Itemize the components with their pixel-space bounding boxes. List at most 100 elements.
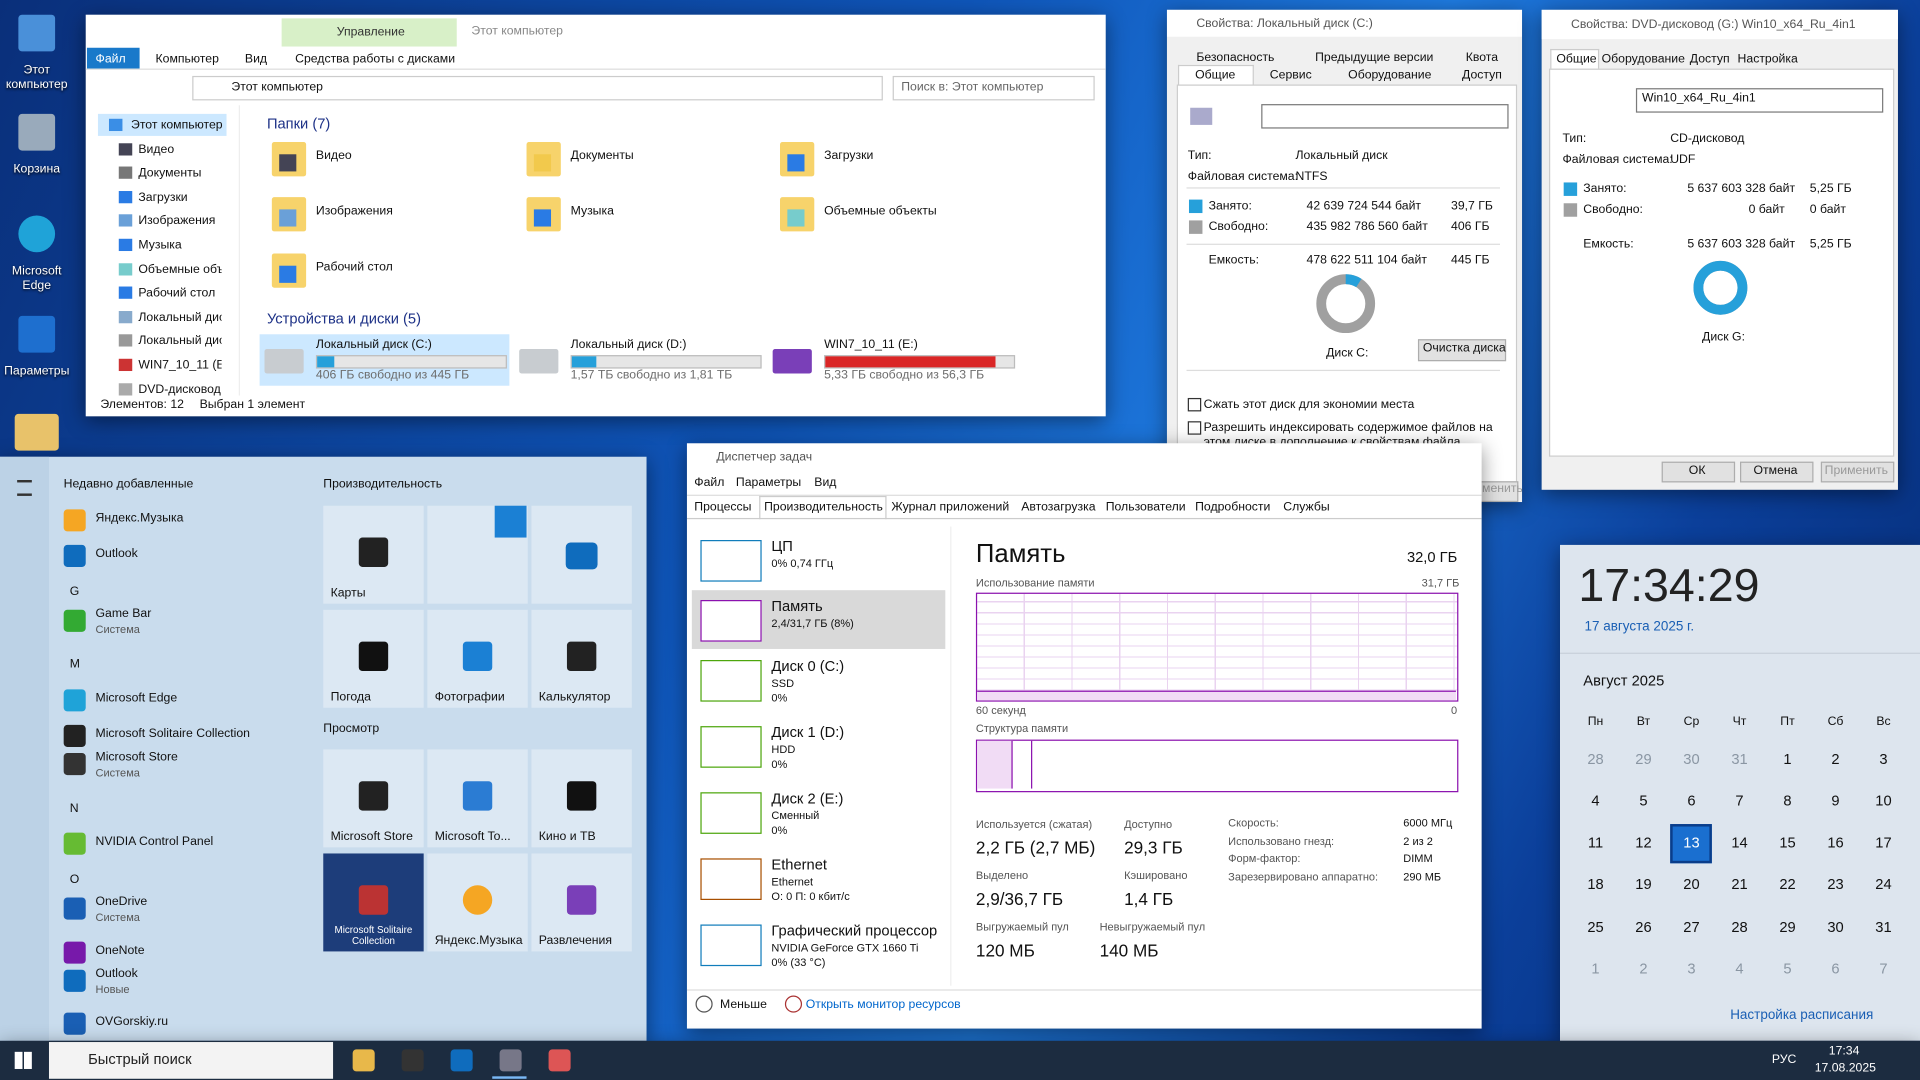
calendar-day[interactable]: 31	[1875, 918, 1892, 936]
menu-item[interactable]: Параметры	[735, 476, 802, 490]
resource-name[interactable]: Ethernet	[771, 855, 827, 874]
resource-name[interactable]: Память	[771, 597, 823, 615]
resource-name[interactable]: Графический процессор	[771, 922, 938, 940]
tile-label[interactable]: Microsoft To...	[434, 830, 511, 844]
tab[interactable]: Доступ	[1689, 52, 1730, 67]
tab[interactable]: Квота	[1465, 51, 1499, 65]
calendar-day[interactable]: 22	[1779, 875, 1796, 893]
tab[interactable]: Оборудование	[1601, 52, 1685, 67]
drive-name[interactable]: WIN7_10_11 (E:)	[824, 337, 918, 352]
tab[interactable]: Безопасность	[1196, 51, 1275, 65]
menu-item[interactable]: Вид	[814, 476, 837, 490]
cleanup-button[interactable]	[1417, 339, 1507, 362]
calendar-day[interactable]: 15	[1779, 833, 1796, 852]
tab[interactable]: Доступ	[1462, 68, 1502, 83]
calendar-day[interactable]: 29	[1635, 750, 1652, 768]
nav-item[interactable]: Объемные объекты	[138, 262, 221, 277]
folder-name[interactable]: Изображения	[315, 204, 393, 218]
calendar-day[interactable]: 2	[1639, 960, 1648, 978]
tab[interactable]: Общие	[1556, 52, 1597, 67]
tab[interactable]: Производительность	[764, 500, 883, 515]
calendar-day[interactable]: 4	[1735, 960, 1744, 978]
calendar-day[interactable]: 12	[1635, 833, 1652, 852]
ribbon-tab[interactable]: Компьютер	[155, 52, 219, 67]
app-name[interactable]: OneNote	[95, 944, 145, 958]
app-name[interactable]: OVGorskiy.ru	[95, 1015, 169, 1029]
folder-name[interactable]: Объемные объекты	[824, 204, 937, 218]
folder-name[interactable]: Рабочий стол	[315, 260, 393, 275]
tile-label[interactable]: Карты	[330, 586, 366, 601]
nav-item[interactable]: Этот компьютер	[131, 118, 223, 133]
app-name[interactable]: NVIDIA Control Panel	[95, 835, 214, 849]
input-language[interactable]: РУС	[1771, 1053, 1797, 1067]
calendar-day[interactable]: 3	[1687, 960, 1696, 978]
calendar-day[interactable]: 2	[1831, 750, 1840, 768]
calendar-day[interactable]: 17	[1875, 833, 1892, 852]
tile-label[interactable]: Фотографии	[434, 690, 505, 705]
calendar-day[interactable]: 28	[1587, 750, 1604, 768]
app-name[interactable]: Game Bar	[95, 607, 152, 621]
less-button[interactable]: Меньше	[720, 997, 767, 1012]
button-label[interactable]: ОК	[1688, 464, 1706, 478]
tile-label[interactable]: Погода	[330, 690, 371, 705]
calendar-day[interactable]: 16	[1827, 833, 1844, 852]
ribbon-tab[interactable]: Вид	[244, 52, 268, 67]
desktop-icon-label[interactable]: Microsoft Edge	[11, 264, 62, 293]
calendar-day[interactable]: 29	[1779, 918, 1796, 936]
schedule-link[interactable]: Настройка расписания	[1730, 1007, 1874, 1023]
calendar-day[interactable]: 23	[1827, 875, 1844, 893]
nav-item[interactable]: WIN7_10_11 (E:)	[138, 358, 221, 373]
calendar-day[interactable]: 31	[1731, 750, 1748, 768]
tab[interactable]: Журнал приложений	[891, 500, 1010, 515]
nav-item[interactable]: DVD-дисковод (G:)	[138, 382, 221, 397]
tab[interactable]: Настройка	[1737, 52, 1798, 67]
calendar-day[interactable]: 4	[1591, 792, 1600, 810]
ribbon-tab[interactable]: Средства работы с дисками	[295, 52, 456, 67]
calendar-day[interactable]: 6	[1687, 792, 1696, 810]
calendar-day[interactable]: 27	[1683, 918, 1700, 936]
tab[interactable]: Процессы	[694, 500, 752, 515]
nav-item[interactable]: Загрузки	[138, 190, 188, 205]
tab[interactable]: Сервис	[1269, 68, 1312, 83]
calendar-day[interactable]: 1	[1783, 750, 1792, 768]
calendar-day[interactable]: 13	[1683, 833, 1700, 852]
folder-name[interactable]: Видео	[315, 149, 352, 163]
desktop-icon-label[interactable]: Корзина	[13, 162, 61, 177]
app-name[interactable]: Outlook	[95, 547, 138, 561]
tab[interactable]: Автозагрузка	[1021, 500, 1096, 515]
calendar-day[interactable]: 19	[1635, 875, 1652, 893]
folder-name[interactable]: Загрузки	[824, 149, 874, 163]
folder-name[interactable]: Музыка	[570, 204, 614, 218]
calendar-day[interactable]: 25	[1587, 918, 1604, 936]
menu-item[interactable]: Файл	[694, 476, 725, 490]
resource-name[interactable]: Диск 2 (E:)	[771, 789, 844, 807]
tab[interactable]: Пользователи	[1105, 500, 1186, 515]
calendar-day[interactable]: 7	[1879, 960, 1888, 978]
app-name[interactable]: Outlook	[95, 967, 138, 981]
tile-label[interactable]: Калькулятор	[538, 690, 611, 705]
tile-label[interactable]: Развлечения	[538, 934, 613, 948]
tab[interactable]: Оборудование	[1348, 68, 1432, 83]
nav-item[interactable]: Рабочий стол	[138, 286, 216, 301]
calendar-day[interactable]: 5	[1783, 960, 1792, 978]
tile-label[interactable]: Яндекс.Музыка	[434, 934, 523, 948]
app-name[interactable]: OneDrive	[95, 895, 148, 909]
calendar-day[interactable]: 10	[1875, 792, 1892, 810]
tab[interactable]: Подробности	[1195, 500, 1271, 515]
tile-label[interactable]: Microsoft Store	[330, 830, 413, 844]
clock-date[interactable]: 17 августа 2025 г.	[1584, 619, 1695, 635]
button-label[interactable]: Отмена	[1753, 464, 1798, 478]
app-name[interactable]: Microsoft Edge	[95, 691, 178, 706]
app-name[interactable]: Microsoft Store	[95, 750, 178, 765]
ribbon-tab[interactable]: Файл	[95, 52, 126, 67]
tab[interactable]: Службы	[1283, 500, 1330, 515]
calendar-day[interactable]: 6	[1831, 960, 1840, 978]
button-label[interactable]: Применить	[1824, 464, 1888, 478]
search-text[interactable]: Быстрый поиск	[88, 1050, 192, 1068]
monitor-link[interactable]: Открыть монитор ресурсов	[805, 997, 961, 1012]
option-label[interactable]: Сжать этот диск для экономии места	[1203, 397, 1415, 412]
calendar-day[interactable]: 28	[1731, 918, 1748, 936]
calendar-day[interactable]: 9	[1831, 792, 1840, 810]
resource-name[interactable]: Диск 1 (D:)	[771, 723, 845, 741]
calendar-day[interactable]: 14	[1731, 833, 1748, 852]
